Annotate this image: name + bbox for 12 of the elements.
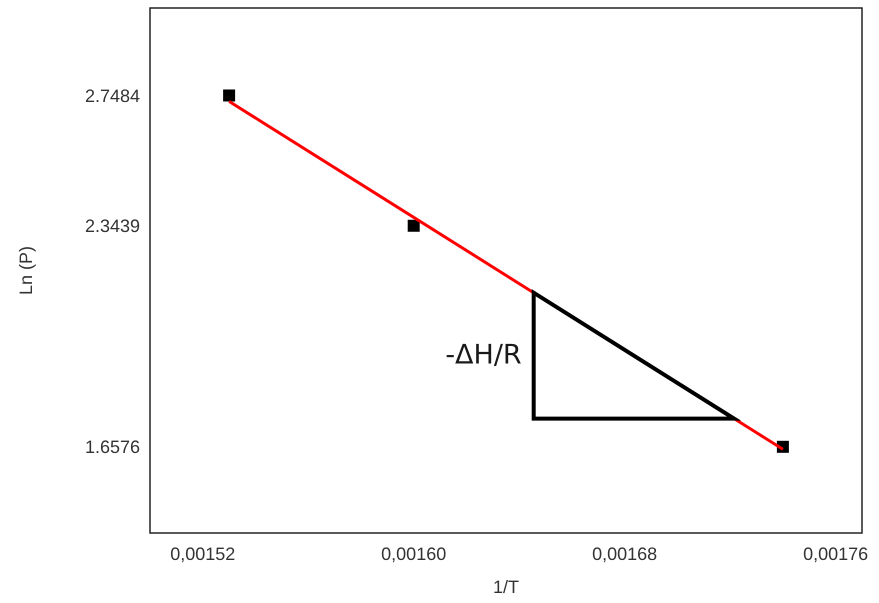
x-tick-label: 0,00176 [803, 544, 868, 564]
x-tick-label: 0,00168 [592, 544, 658, 564]
y-tick-label: 2.7484 [84, 86, 140, 106]
x-axis-title: 1/T [492, 577, 520, 597]
point [408, 220, 420, 232]
y-tick-label: 1.6576 [84, 437, 140, 458]
annotation: -ΔH/R [445, 340, 522, 371]
y-axis-title: Ln (P) [16, 246, 36, 296]
y-tick-label: 2.3439 [84, 216, 140, 236]
x-tick-label: 0,00160 [381, 544, 446, 564]
point [223, 89, 236, 102]
x-tick-label: 0,00152 [170, 544, 236, 564]
